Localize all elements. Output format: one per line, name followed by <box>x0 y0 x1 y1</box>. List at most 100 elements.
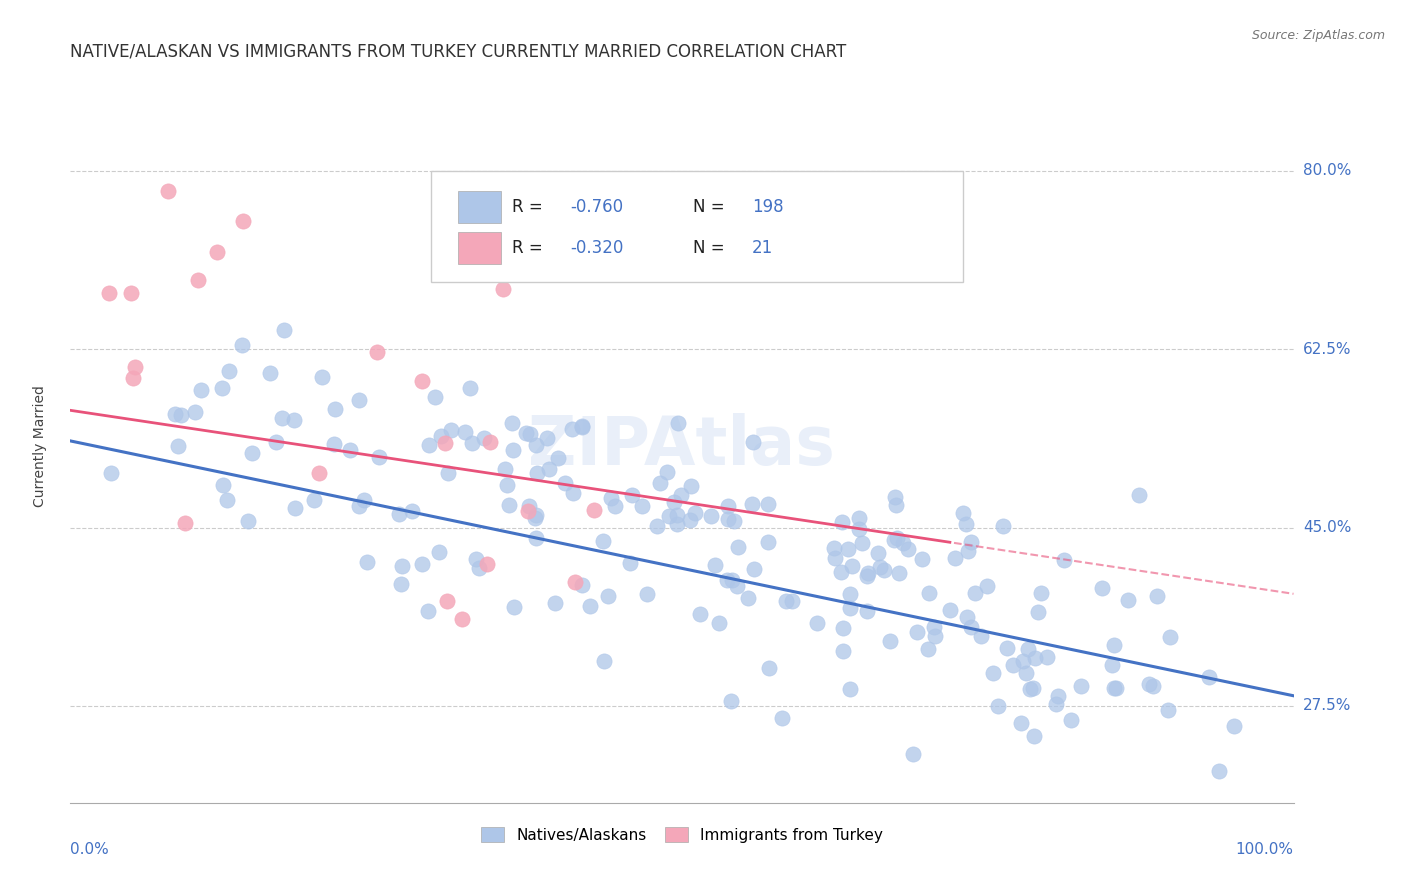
Point <box>1137 677 1160 691</box>
Point <box>217 492 239 507</box>
Point <box>952 507 974 521</box>
Point <box>658 508 681 523</box>
Point <box>433 435 456 450</box>
Point <box>536 431 558 445</box>
Point <box>856 569 879 583</box>
Point <box>429 545 451 559</box>
Point <box>831 515 853 529</box>
Point <box>554 476 576 491</box>
Point <box>1146 589 1168 603</box>
Point <box>517 499 540 513</box>
Text: -0.760: -0.760 <box>571 198 624 216</box>
Point <box>758 661 780 675</box>
Point <box>917 642 939 657</box>
Text: R =: R = <box>512 239 548 257</box>
Point <box>388 508 411 522</box>
Point <box>689 607 711 621</box>
Point <box>516 504 538 518</box>
Point <box>524 508 547 522</box>
Point <box>955 610 977 624</box>
Text: 80.0%: 80.0% <box>1303 163 1351 178</box>
Point <box>665 508 688 522</box>
Point <box>1021 681 1043 696</box>
Point <box>969 629 991 643</box>
Point <box>960 534 983 549</box>
Point <box>893 536 915 550</box>
Point <box>727 540 749 554</box>
Point <box>367 450 389 464</box>
Point <box>1101 657 1123 672</box>
Point <box>1012 654 1035 668</box>
Point <box>304 492 326 507</box>
Point <box>959 620 981 634</box>
Point <box>723 514 745 528</box>
Point <box>832 644 855 658</box>
Point <box>666 517 689 532</box>
Point <box>1015 666 1038 681</box>
Point <box>716 573 738 587</box>
Point <box>592 533 614 548</box>
Point <box>1091 581 1114 595</box>
Point <box>1047 689 1070 703</box>
Point <box>775 593 797 607</box>
Point <box>1198 670 1220 684</box>
Point <box>472 431 495 445</box>
Point <box>100 466 122 480</box>
Point <box>266 435 288 450</box>
Text: Currently Married: Currently Married <box>32 385 46 507</box>
Point <box>311 370 333 384</box>
Point <box>411 374 433 388</box>
Point <box>547 451 569 466</box>
Point <box>418 437 440 451</box>
Point <box>349 392 371 407</box>
Point <box>543 596 565 610</box>
Point <box>1045 697 1067 711</box>
Text: 27.5%: 27.5% <box>1303 698 1351 714</box>
Point <box>1142 679 1164 693</box>
Point <box>439 423 461 437</box>
FancyBboxPatch shape <box>458 232 501 264</box>
Point <box>1002 658 1025 673</box>
Point <box>339 442 361 457</box>
Point <box>883 533 905 548</box>
Point <box>98 286 121 301</box>
Point <box>157 184 180 198</box>
Point <box>479 434 502 449</box>
Point <box>955 516 977 531</box>
Point <box>599 491 621 505</box>
Point <box>218 364 240 378</box>
Point <box>703 558 725 572</box>
Text: ZIPAtlas: ZIPAtlas <box>529 413 835 479</box>
Point <box>741 435 763 450</box>
Point <box>839 681 862 696</box>
Point <box>524 438 547 452</box>
Text: 45.0%: 45.0% <box>1303 520 1351 535</box>
Text: N =: N = <box>693 239 730 257</box>
Point <box>467 561 489 575</box>
Point <box>939 602 962 616</box>
Point <box>121 286 143 301</box>
Point <box>475 557 498 571</box>
Point <box>717 512 740 526</box>
Point <box>121 371 143 385</box>
Point <box>492 282 515 296</box>
Point <box>742 562 765 576</box>
Point <box>987 698 1010 713</box>
Text: R =: R = <box>512 198 548 216</box>
Point <box>170 408 193 422</box>
Point <box>720 573 742 587</box>
Point <box>1104 681 1126 696</box>
Point <box>232 213 254 227</box>
Point <box>922 620 945 634</box>
Point <box>838 586 860 600</box>
Point <box>630 500 652 514</box>
Point <box>837 541 859 556</box>
Point <box>856 603 879 617</box>
Point <box>308 466 330 480</box>
Point <box>669 488 692 502</box>
Point <box>884 498 907 512</box>
Point <box>389 577 412 591</box>
Point <box>679 513 702 527</box>
Point <box>841 558 863 573</box>
Point <box>806 615 828 630</box>
